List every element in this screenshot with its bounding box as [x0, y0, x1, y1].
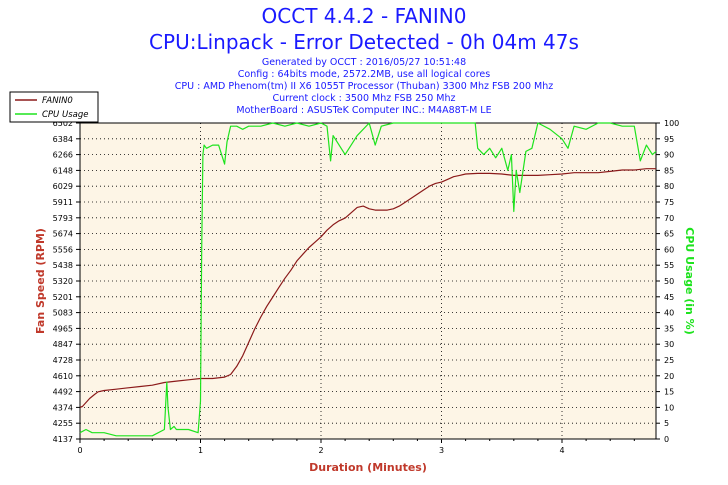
y-left-tick-label: 4374	[53, 403, 73, 412]
y-left-tick-label: 6384	[53, 135, 73, 144]
y-right-tick-label: 45	[664, 293, 674, 302]
y-right-tick-label: 10	[664, 403, 674, 412]
y-right-tick-label: 55	[664, 261, 674, 270]
plot-frame	[79, 122, 657, 440]
y-left-tick-label: 6266	[53, 151, 73, 160]
legend-label-fanin0: FANIN0	[42, 96, 73, 106]
y-left-tick-label: 5320	[53, 277, 73, 286]
y-left-tick-label: 5201	[53, 293, 73, 302]
x-tick-label: 2	[318, 446, 323, 455]
y-right-tick-label: 30	[664, 340, 674, 349]
y-left-tick-label: 6029	[53, 182, 73, 191]
y-left-tick-label: 4137	[53, 435, 73, 444]
y-left-tick-label: 5438	[53, 261, 73, 270]
y-left-tick-label: 4847	[53, 340, 73, 349]
info-generated: Generated by OCCT : 2016/05/27 10:51:48	[261, 57, 467, 68]
y-right-tick-label: 95	[664, 135, 674, 144]
x-tick-label: 1	[198, 446, 203, 455]
y-right-tick-label: 60	[664, 245, 674, 254]
y-left-tick-label: 4610	[53, 372, 73, 381]
x-tick-label: 3	[439, 446, 444, 455]
chart-subtitle: CPU:Linpack - Error Detected - 0h 04m 47…	[149, 30, 579, 54]
y-left-tick-label: 4255	[53, 419, 73, 428]
y-right-tick-label: 35	[664, 324, 674, 333]
cpu-usage-line	[79, 122, 657, 437]
y-right-tick-label: 40	[664, 309, 674, 318]
info-config: Config : 64bits mode, 2572.2MB, use all …	[237, 69, 491, 80]
y-left-tick-label: 6502	[53, 119, 73, 128]
y-right-tick-label: 80	[664, 182, 674, 191]
x-axis-label: Duration (Minutes)	[309, 461, 427, 474]
legend-label-cpu-usage: CPU Usage	[42, 110, 88, 120]
y-right-tick-label: 70	[664, 214, 674, 223]
chart-title: OCCT 4.4.2 - FANIN0	[261, 4, 467, 28]
x-tick-label: 0	[77, 446, 82, 455]
y-right-tick-label: 85	[664, 166, 674, 175]
y-right-tick-label: 65	[664, 230, 674, 239]
y-right-tick-label: 90	[664, 151, 674, 160]
y-left-tick-label: 5674	[53, 230, 73, 239]
y-right-tick-label: 20	[664, 372, 674, 381]
y-left-tick-label: 4965	[53, 324, 73, 333]
y-left-tick-label: 5556	[53, 245, 73, 254]
info-clock: Current clock : 3500 Mhz FSB 250 Mhz	[272, 93, 456, 104]
y-left-tick-label: 4492	[53, 388, 73, 397]
y-left-tick-label: 4728	[53, 356, 73, 365]
info-cpu: CPU : AMD Phenom(tm) II X6 1055T Process…	[174, 81, 554, 92]
y-right-tick-label: 50	[664, 277, 674, 286]
y-right-axis-label: CPU Usage (in %)	[683, 227, 696, 334]
fan-speed-line	[79, 168, 656, 408]
y-right-tick-label: 15	[664, 388, 674, 397]
info-motherboard: MotherBoard : ASUSTeK Computer INC.: M4A…	[236, 105, 492, 116]
y-left-tick-label: 6148	[53, 166, 73, 175]
y-left-tick-label: 5911	[53, 198, 73, 207]
y-left-axis-label: Fan Speed (RPM)	[34, 228, 47, 334]
y-right-tick-label: 5	[664, 419, 669, 428]
y-right-tick-label: 0	[664, 435, 669, 444]
x-tick-label: 4	[559, 446, 564, 455]
y-left-tick-label: 5793	[53, 214, 73, 223]
y-right-tick-label: 25	[664, 356, 674, 365]
y-left-tick-label: 5083	[53, 309, 73, 318]
y-right-tick-label: 75	[664, 198, 674, 207]
y-right-tick-label: 100	[664, 119, 679, 128]
legend-box	[9, 91, 99, 123]
